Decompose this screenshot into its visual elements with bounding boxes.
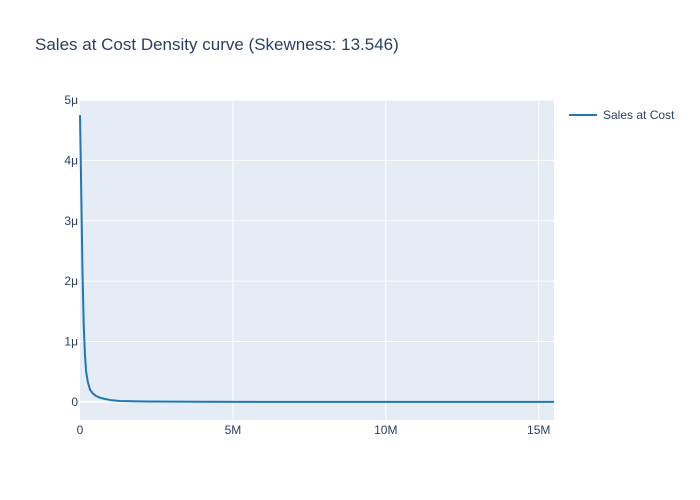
series-layer xyxy=(79,115,554,403)
y-tick-label: 0 xyxy=(71,395,78,409)
y-tick-label: 1μ xyxy=(64,335,78,349)
series-line-sales-at-cost[interactable] xyxy=(79,115,554,403)
y-tick-label: 5μ xyxy=(64,93,78,107)
y-tick-label: 3μ xyxy=(64,214,78,228)
axis-ticks: 0 5M 10M 15M 0 1μ 2μ 3μ 4μ 5μ xyxy=(64,93,550,437)
plot-area xyxy=(80,100,554,420)
x-tick-label: 10M xyxy=(374,423,397,437)
x-tick-label: 5M xyxy=(225,423,242,437)
y-tick-label: 2μ xyxy=(64,274,78,288)
legend[interactable]: Sales at Cost xyxy=(569,108,675,122)
y-tick-label: 4μ xyxy=(64,153,78,167)
chart-title: Sales at Cost Density curve (Skewness: 1… xyxy=(35,35,399,54)
x-tick-label: 0 xyxy=(77,423,84,437)
x-tick-label: 15M xyxy=(527,423,550,437)
legend-label-sales-at-cost[interactable]: Sales at Cost xyxy=(603,108,675,122)
